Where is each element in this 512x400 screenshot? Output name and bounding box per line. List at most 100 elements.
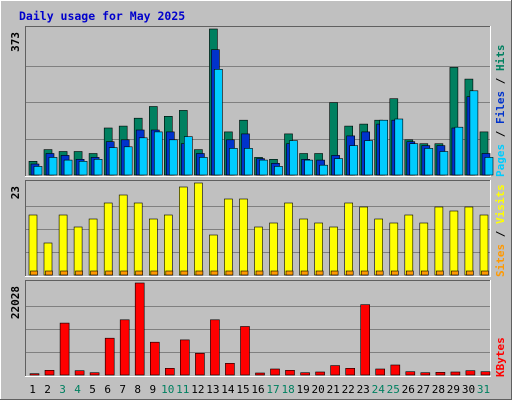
legend-part: / bbox=[494, 71, 507, 91]
bar-visits-day-10 bbox=[164, 214, 173, 276]
bar-sites-day-14 bbox=[225, 270, 234, 276]
bar-pages-day-15 bbox=[244, 148, 253, 176]
legend-part: Visits bbox=[494, 184, 507, 224]
day-label-12: 12 bbox=[191, 383, 204, 396]
bar-pages-day-29 bbox=[454, 126, 464, 176]
bar-visits-day-24 bbox=[374, 218, 384, 276]
day-label-21: 21 bbox=[327, 383, 340, 396]
bar-pages-day-30 bbox=[469, 90, 479, 176]
panel-kbytes: 22028 KBytes bbox=[9, 280, 507, 377]
day-label-3: 3 bbox=[59, 383, 66, 396]
bar-visits-day-5 bbox=[88, 218, 98, 276]
bar-pages-day-3 bbox=[63, 159, 73, 176]
day-label-15: 15 bbox=[236, 383, 249, 396]
legend-part: / bbox=[494, 224, 507, 244]
bar-pages-day-13 bbox=[214, 69, 223, 176]
bar-sites-day-3 bbox=[60, 270, 68, 276]
bar-visits-day-14 bbox=[224, 198, 233, 276]
bar-kbytes-day-6 bbox=[104, 337, 115, 376]
bar-sites-day-26 bbox=[405, 270, 414, 276]
bar-sites-day-11 bbox=[180, 270, 189, 276]
bar-sites-day-27 bbox=[420, 270, 429, 276]
day-label-13: 13 bbox=[206, 383, 219, 396]
day-label-4: 4 bbox=[74, 383, 81, 396]
bar-visits-day-13 bbox=[209, 234, 218, 276]
bar-pages-day-9 bbox=[154, 131, 163, 176]
panel-pages-files-hits: 373 Pages / Files / Hits bbox=[9, 26, 507, 177]
day-label-16: 16 bbox=[251, 383, 264, 396]
bar-sites-day-25 bbox=[390, 270, 399, 276]
bar-visits-day-26 bbox=[404, 214, 414, 276]
legend-part: Hits bbox=[494, 45, 507, 72]
panel-sites-visits: 23 Sites / Visits bbox=[9, 180, 507, 277]
bar-kbytes-day-13 bbox=[210, 319, 220, 376]
bar-pages-day-26 bbox=[409, 143, 419, 176]
bar-sites-day-9 bbox=[150, 270, 159, 276]
bar-visits-day-27 bbox=[419, 222, 429, 276]
chart-title: Daily usage for May 2025 bbox=[19, 9, 185, 23]
bar-visits-day-2 bbox=[43, 242, 53, 276]
bar-sites-day-12 bbox=[195, 270, 204, 276]
day-label-29: 29 bbox=[447, 383, 460, 396]
bar-sites-day-24 bbox=[375, 270, 384, 276]
bar-sites-day-15 bbox=[240, 270, 249, 276]
bar-pages-day-7 bbox=[123, 146, 133, 176]
day-label-20: 20 bbox=[311, 383, 324, 396]
bar-sites-day-17 bbox=[270, 270, 279, 276]
bar-sites-day-1 bbox=[30, 270, 38, 276]
day-label-1: 1 bbox=[29, 383, 36, 396]
bar-sites-day-23 bbox=[360, 270, 369, 276]
bar-kbytes-day-31 bbox=[480, 371, 491, 376]
bar-pages-day-23 bbox=[364, 140, 374, 176]
bar-sites-day-6 bbox=[105, 270, 113, 276]
bar-kbytes-day-27 bbox=[420, 372, 431, 376]
day-label-27: 27 bbox=[417, 383, 430, 396]
bar-pages-day-1 bbox=[33, 166, 43, 176]
bar-visits-day-3 bbox=[58, 214, 68, 276]
bar-kbytes-day-30 bbox=[465, 370, 476, 376]
bar-sites-day-4 bbox=[75, 270, 83, 276]
bar-pages-day-10 bbox=[169, 139, 178, 176]
bar-pages-day-19 bbox=[304, 159, 313, 176]
bar-visits-day-22 bbox=[344, 202, 354, 276]
bar-visits-day-25 bbox=[389, 222, 399, 276]
bar-sites-day-18 bbox=[285, 270, 294, 276]
bar-kbytes-day-5 bbox=[89, 372, 100, 376]
max-value-label: 23 bbox=[9, 186, 22, 199]
bar-visits-day-8 bbox=[133, 202, 143, 276]
day-label-7: 7 bbox=[119, 383, 126, 396]
bar-kbytes-day-2 bbox=[44, 369, 55, 376]
bar-pages-day-14 bbox=[229, 148, 238, 176]
bar-visits-day-15 bbox=[239, 198, 248, 276]
bar-pages-day-21 bbox=[334, 158, 343, 176]
day-label-24: 24 bbox=[372, 383, 386, 396]
bar-sites-day-10 bbox=[165, 270, 174, 276]
bar-pages-day-20 bbox=[319, 164, 328, 176]
bar-pages-day-22 bbox=[349, 145, 359, 176]
legend-top: Pages / Files / Hits bbox=[494, 45, 507, 178]
day-label-5: 5 bbox=[89, 383, 96, 396]
day-label-30: 30 bbox=[462, 383, 475, 396]
bar-visits-day-20 bbox=[314, 222, 323, 276]
bar-sites-day-2 bbox=[45, 270, 53, 276]
bar-pages-day-17 bbox=[274, 166, 283, 176]
day-label-28: 28 bbox=[432, 383, 445, 396]
bar-kbytes-day-18 bbox=[285, 369, 295, 376]
bar-kbytes-day-23 bbox=[360, 304, 371, 376]
day-label-6: 6 bbox=[104, 383, 111, 396]
bar-visits-day-11 bbox=[179, 186, 188, 276]
panel-plot-area bbox=[25, 280, 491, 377]
bar-visits-day-16 bbox=[254, 226, 263, 276]
legend-bot: KBytes bbox=[494, 337, 507, 377]
bar-sites-day-29 bbox=[451, 270, 459, 276]
bar-pages-day-31 bbox=[484, 157, 494, 176]
bar-sites-day-8 bbox=[135, 270, 143, 276]
bar-pages-day-16 bbox=[259, 159, 268, 176]
bar-kbytes-day-10 bbox=[165, 367, 175, 376]
bar-sites-day-13 bbox=[210, 270, 219, 276]
bar-pages-day-4 bbox=[78, 161, 88, 176]
bar-kbytes-day-25 bbox=[390, 364, 401, 376]
bar-visits-day-31 bbox=[479, 214, 489, 276]
bar-sites-day-30 bbox=[466, 270, 474, 276]
